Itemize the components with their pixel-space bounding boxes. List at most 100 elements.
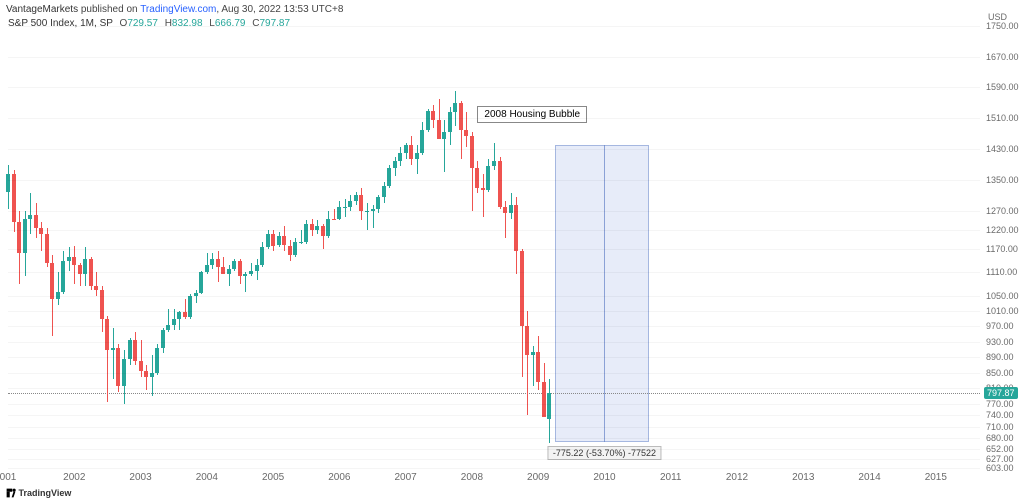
candle-body[interactable] bbox=[348, 201, 352, 207]
x-tick-label: 2012 bbox=[726, 472, 748, 483]
candle-body[interactable] bbox=[426, 111, 430, 130]
x-tick-label: 2007 bbox=[395, 472, 417, 483]
candle-body[interactable] bbox=[210, 259, 214, 265]
candle-body[interactable] bbox=[67, 257, 71, 261]
candle-body[interactable] bbox=[111, 348, 115, 350]
candle-body[interactable] bbox=[271, 234, 275, 246]
candle-body[interactable] bbox=[243, 274, 247, 276]
y-gridline bbox=[8, 272, 980, 273]
candle-body[interactable] bbox=[6, 174, 10, 191]
candle-body[interactable] bbox=[255, 265, 259, 271]
x-tick-label: 2013 bbox=[792, 472, 814, 483]
candle-body[interactable] bbox=[238, 261, 242, 276]
candle-body[interactable] bbox=[382, 186, 386, 198]
candle-body[interactable] bbox=[470, 136, 474, 169]
y-gridline bbox=[8, 87, 980, 88]
candle-body[interactable] bbox=[94, 286, 98, 290]
candle-wick bbox=[444, 120, 445, 172]
publish-header: VantageMarkets published on TradingView.… bbox=[6, 4, 343, 15]
y-tick-label: 710.00 bbox=[986, 422, 1014, 432]
candle-body[interactable] bbox=[393, 161, 397, 169]
candle-body[interactable] bbox=[442, 132, 446, 140]
candle-body[interactable] bbox=[536, 352, 540, 383]
candle-body[interactable] bbox=[486, 166, 490, 189]
candle-body[interactable] bbox=[116, 348, 120, 387]
candle-body[interactable] bbox=[387, 168, 391, 185]
y-gridline bbox=[8, 373, 980, 374]
candle-body[interactable] bbox=[520, 251, 524, 326]
candle-body[interactable] bbox=[232, 261, 236, 269]
candle-body[interactable] bbox=[266, 234, 270, 247]
annotation-label[interactable]: 2008 Housing Bubble bbox=[477, 106, 587, 123]
candle-body[interactable] bbox=[492, 161, 496, 167]
candle-body[interactable] bbox=[50, 263, 54, 300]
y-tick-label: 603.00 bbox=[986, 463, 1014, 473]
candle-body[interactable] bbox=[376, 197, 380, 209]
candle-body[interactable] bbox=[337, 207, 341, 219]
x-tick-label: 2015 bbox=[925, 472, 947, 483]
y-tick-label: 1170.00 bbox=[986, 244, 1018, 254]
candle-body[interactable] bbox=[398, 153, 402, 161]
candle-body[interactable] bbox=[514, 205, 518, 251]
candle-body[interactable] bbox=[459, 103, 463, 130]
candle-body[interactable] bbox=[299, 242, 303, 243]
y-gridline bbox=[8, 459, 980, 460]
y-gridline bbox=[8, 26, 980, 27]
y-tick-label: 1110.00 bbox=[986, 267, 1017, 277]
candle-body[interactable] bbox=[453, 103, 457, 113]
site-link[interactable]: TradingView.com bbox=[140, 4, 216, 15]
candle-body[interactable] bbox=[216, 259, 220, 267]
candle-wick bbox=[74, 246, 75, 285]
y-gridline bbox=[8, 388, 980, 389]
candle-body[interactable] bbox=[199, 272, 203, 292]
candle-body[interactable] bbox=[34, 215, 38, 228]
candle-body[interactable] bbox=[100, 290, 104, 319]
candle-body[interactable] bbox=[177, 312, 181, 319]
candle-body[interactable] bbox=[61, 261, 65, 292]
candle-body[interactable] bbox=[481, 188, 485, 190]
y-tick-label: 1590.00 bbox=[986, 82, 1019, 92]
candle-body[interactable] bbox=[448, 112, 452, 131]
y-gridline bbox=[8, 357, 980, 358]
candle-body[interactable] bbox=[28, 215, 32, 219]
candle-body[interactable] bbox=[139, 361, 143, 371]
candle-body[interactable] bbox=[183, 312, 187, 317]
candle-body[interactable] bbox=[354, 195, 358, 201]
candle-body[interactable] bbox=[205, 265, 209, 273]
candle-wick bbox=[367, 203, 368, 230]
candle-body[interactable] bbox=[72, 257, 76, 265]
candle-body[interactable] bbox=[332, 219, 336, 220]
candle-body[interactable] bbox=[277, 236, 281, 246]
measurement-box[interactable] bbox=[555, 145, 649, 442]
candle-body[interactable] bbox=[155, 348, 159, 373]
candle-body[interactable] bbox=[359, 195, 363, 210]
x-tick-label: 2003 bbox=[129, 472, 151, 483]
candle-body[interactable] bbox=[172, 319, 176, 325]
candle-body[interactable] bbox=[409, 145, 413, 158]
candle-body[interactable] bbox=[23, 219, 27, 254]
candle-body[interactable] bbox=[531, 352, 535, 356]
candle-wick bbox=[41, 222, 42, 251]
measurement-midline bbox=[604, 145, 605, 442]
y-gridline bbox=[8, 149, 980, 150]
candle-body[interactable] bbox=[304, 224, 308, 241]
chart-plot-area[interactable]: -775.22 (-53.70%) -775222008 Housing Bub… bbox=[8, 18, 980, 468]
candle-body[interactable] bbox=[188, 296, 192, 317]
candle-body[interactable] bbox=[415, 153, 419, 159]
candle-body[interactable] bbox=[343, 207, 347, 208]
candle-body[interactable] bbox=[326, 219, 330, 236]
candle-body[interactable] bbox=[475, 168, 479, 187]
candle-body[interactable] bbox=[161, 330, 165, 347]
candle-body[interactable] bbox=[282, 236, 286, 246]
candle-body[interactable] bbox=[12, 174, 16, 222]
y-gridline bbox=[8, 326, 980, 327]
footer-brand[interactable]: TradingView bbox=[6, 488, 71, 498]
candle-body[interactable] bbox=[498, 161, 502, 207]
candle-body[interactable] bbox=[464, 130, 468, 136]
candle-wick bbox=[96, 272, 97, 295]
candle-body[interactable] bbox=[437, 120, 441, 139]
y-gridline bbox=[8, 449, 980, 450]
y-gridline bbox=[8, 438, 980, 439]
y-gridline bbox=[8, 342, 980, 343]
candle-body[interactable] bbox=[105, 319, 109, 350]
